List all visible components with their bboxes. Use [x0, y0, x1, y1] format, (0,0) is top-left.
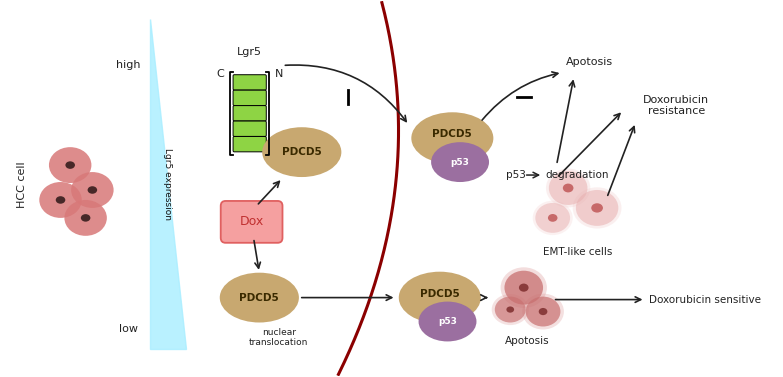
Ellipse shape	[504, 271, 543, 305]
Ellipse shape	[431, 142, 489, 182]
Ellipse shape	[492, 294, 529, 325]
Text: Apotosis: Apotosis	[566, 57, 613, 67]
Ellipse shape	[71, 172, 114, 208]
Text: degradation: degradation	[545, 170, 608, 180]
Text: low: low	[118, 325, 138, 334]
Ellipse shape	[532, 201, 572, 235]
Ellipse shape	[220, 273, 299, 322]
Ellipse shape	[563, 184, 573, 192]
Polygon shape	[150, 18, 186, 349]
Ellipse shape	[546, 169, 590, 207]
Ellipse shape	[39, 182, 81, 218]
Text: PDCD5: PDCD5	[282, 147, 322, 157]
Ellipse shape	[399, 272, 481, 323]
Ellipse shape	[64, 200, 106, 236]
FancyBboxPatch shape	[233, 121, 266, 136]
Ellipse shape	[519, 284, 529, 292]
FancyBboxPatch shape	[233, 136, 266, 152]
Text: Apotosis: Apotosis	[505, 336, 550, 346]
Text: N: N	[275, 69, 283, 79]
Text: PDCD5: PDCD5	[420, 289, 460, 299]
FancyBboxPatch shape	[233, 106, 266, 121]
Ellipse shape	[522, 294, 564, 329]
Ellipse shape	[536, 203, 570, 233]
Ellipse shape	[591, 203, 603, 213]
Text: Dox: Dox	[240, 215, 264, 228]
Ellipse shape	[576, 190, 619, 226]
Text: Doxorubicin sensitive: Doxorubicin sensitive	[649, 294, 761, 305]
Text: high: high	[116, 60, 140, 70]
Ellipse shape	[419, 302, 477, 342]
Text: PDCD5: PDCD5	[240, 293, 280, 303]
Text: p53: p53	[451, 158, 470, 167]
Ellipse shape	[411, 112, 493, 164]
Text: Lgr5: Lgr5	[237, 47, 262, 57]
Ellipse shape	[56, 196, 65, 204]
Ellipse shape	[88, 186, 97, 194]
Ellipse shape	[49, 147, 92, 183]
Ellipse shape	[525, 297, 561, 326]
Ellipse shape	[81, 214, 90, 222]
Text: HCC cell: HCC cell	[17, 162, 27, 208]
Ellipse shape	[262, 127, 341, 177]
Text: p53: p53	[507, 170, 526, 180]
Text: Doxorubicin
resistance: Doxorubicin resistance	[643, 95, 709, 116]
Text: p53: p53	[438, 317, 457, 326]
Text: PDCD5: PDCD5	[432, 129, 472, 139]
Text: C: C	[217, 69, 225, 79]
Text: EMT-like cells: EMT-like cells	[543, 247, 612, 257]
Ellipse shape	[66, 161, 75, 169]
Text: Lgr5 expression: Lgr5 expression	[163, 148, 172, 220]
Ellipse shape	[500, 267, 547, 308]
Text: nuclear
translocation: nuclear translocation	[249, 328, 309, 347]
FancyBboxPatch shape	[233, 75, 266, 90]
Ellipse shape	[549, 171, 587, 205]
Ellipse shape	[539, 308, 547, 315]
FancyBboxPatch shape	[221, 201, 283, 243]
Ellipse shape	[548, 214, 557, 222]
FancyBboxPatch shape	[233, 90, 266, 106]
Ellipse shape	[495, 297, 525, 322]
Ellipse shape	[572, 187, 622, 228]
Ellipse shape	[507, 307, 514, 313]
